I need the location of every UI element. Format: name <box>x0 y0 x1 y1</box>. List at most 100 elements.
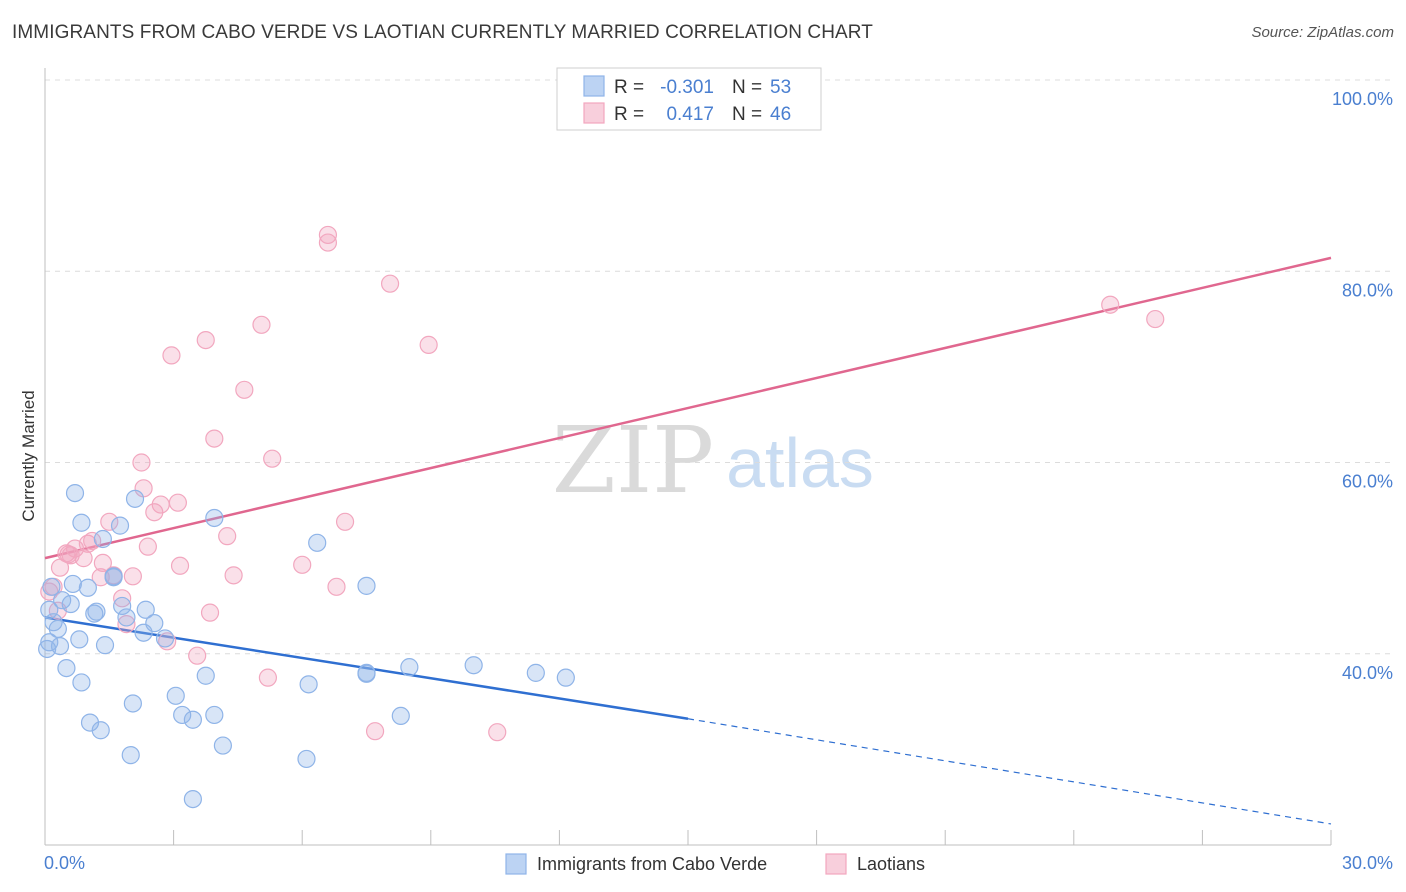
cabo-verde-point-23 <box>113 596 132 616</box>
x-tick-label-1: 30.0% <box>1342 853 1393 873</box>
laotian-point-17 <box>123 567 142 586</box>
cabo-verde-point-45 <box>357 576 376 595</box>
laotian-point-22 <box>151 495 170 514</box>
cabo-verde-point-8 <box>61 594 80 614</box>
legend-r-label-1: R = <box>614 77 644 98</box>
cabo-verde-point-37 <box>205 705 224 725</box>
source-label: Source: ZipAtlas.com <box>1251 24 1394 41</box>
cabo-verde-point-30 <box>145 614 164 633</box>
cabo-verde-point-27 <box>125 489 145 508</box>
cabo-verde-point-13 <box>72 673 91 692</box>
cabo-verde-point-12 <box>72 513 91 532</box>
laotian-point-24 <box>162 346 181 365</box>
cabo-verde-point-39 <box>213 736 232 755</box>
watermark: ZIP atlas <box>552 407 874 514</box>
bottom-legend-swatch-pink <box>825 853 847 875</box>
cabo-verde-point-22 <box>110 516 130 535</box>
laotian-trend-line <box>44 256 1332 560</box>
cabo-verde-point-46 <box>391 706 410 726</box>
laotian-point-47 <box>1146 309 1165 329</box>
cabo-verde-point-35 <box>183 710 202 729</box>
legend-n-value-2: 46 <box>770 104 791 125</box>
cabo-verde-trend-extension <box>687 718 1332 825</box>
cabo-verde-point-19 <box>93 529 112 549</box>
legend-swatch-pink <box>583 102 605 124</box>
laotian-point-34 <box>252 315 271 334</box>
correlation-legend: R = -0.301 N = 53 R = 0.417 N = 46 <box>556 67 822 131</box>
laotian-point-13 <box>100 512 119 531</box>
cabo-verde-point-31 <box>155 629 175 648</box>
laotian-point-27 <box>188 646 207 665</box>
laotian-point-37 <box>293 555 312 574</box>
cabo-verde-point-36 <box>196 666 215 685</box>
cabo-verde-point-17 <box>87 602 106 621</box>
cabo-verde-point-38 <box>205 508 224 528</box>
laotian-point-25 <box>168 493 187 512</box>
cabo-verde-point-47 <box>400 658 419 677</box>
y-tick-label-2: 80.0% <box>1342 280 1393 300</box>
cabo-verde-point-20 <box>95 636 115 655</box>
series-legend: Immigrants from Cabo Verde Laotians <box>505 853 925 875</box>
laotian-point-43 <box>380 274 400 293</box>
laotian-point-39 <box>335 512 355 531</box>
laotian-point-44 <box>419 335 438 354</box>
laotian-point-33 <box>235 380 254 399</box>
laotian-point-15 <box>113 589 132 608</box>
cabo-verde-point-48 <box>464 656 483 675</box>
laotian-point-45 <box>488 723 507 742</box>
cabo-verde-point-34 <box>183 789 202 809</box>
laotian-point-16 <box>117 615 136 634</box>
laotian-point-8 <box>74 549 93 568</box>
legend-n-label-2: N = <box>732 104 762 125</box>
laotian-point-30 <box>205 429 224 448</box>
cabo-verde-point-26 <box>123 694 142 713</box>
cabo-verde-point-7 <box>57 658 76 678</box>
cabo-verde-point-5 <box>50 636 70 656</box>
legend-swatch-blue <box>583 75 605 97</box>
laotian-point-12 <box>93 553 112 573</box>
bottom-legend-label-blue: Immigrants from Cabo Verde <box>537 854 767 874</box>
cabo-verde-point-33 <box>173 705 192 725</box>
cabo-verde-point-44 <box>357 663 376 682</box>
laotian-point-42 <box>365 722 385 741</box>
laotian-point-18 <box>132 453 151 472</box>
bottom-legend-label-pink: Laotians <box>857 854 925 874</box>
laotian-point-40 <box>318 225 338 245</box>
y-axis-title: Currently Married <box>19 390 38 521</box>
cabo-verde-point-50 <box>556 668 575 687</box>
cabo-verde-point-14 <box>78 578 97 597</box>
laotian-point-38 <box>327 577 346 596</box>
laotian-point-26 <box>170 556 190 575</box>
cabo-verde-point-24 <box>117 608 136 627</box>
trend-lines <box>44 256 1332 825</box>
y-tick-label-1: 60.0% <box>1342 472 1393 492</box>
cabo-verde-point-2 <box>42 577 61 596</box>
cabo-verde-point-52 <box>104 568 123 587</box>
gridlines <box>45 79 1393 655</box>
laotian-point-28 <box>196 331 215 350</box>
x-tick-label-0: 0.0% <box>44 853 85 873</box>
axes: 40.0% 60.0% 80.0% 100.0% 0.0% 30.0% <box>44 68 1393 873</box>
cabo-verde-point-6 <box>53 591 72 610</box>
legend-r-value-1: -0.301 <box>660 77 714 98</box>
laotian-point-32 <box>224 566 243 585</box>
cabo-verde-point-10 <box>65 484 85 503</box>
cabo-verde-point-41 <box>299 675 318 694</box>
cabo-verde-point-49 <box>526 663 545 682</box>
bottom-legend-swatch-blue <box>505 853 527 875</box>
cabo-verde-point-32 <box>166 686 185 705</box>
laotian-point-31 <box>218 527 237 546</box>
laotian-point-41 <box>318 233 338 252</box>
y-tick-label-3: 100.0% <box>1332 89 1393 109</box>
laotian-point-29 <box>200 603 220 622</box>
cabo-verde-point-25 <box>121 746 140 765</box>
laotian-point-20 <box>138 537 157 556</box>
cabo-verde-point-29 <box>136 600 155 619</box>
watermark-zip: ZIP <box>552 407 714 514</box>
legend-r-label-2: R = <box>614 104 644 125</box>
legend-r-value-2: 0.417 <box>666 104 714 125</box>
cabo-verde-point-51 <box>40 633 59 652</box>
cabo-verde-point-11 <box>70 630 89 649</box>
data-points <box>38 225 1165 809</box>
